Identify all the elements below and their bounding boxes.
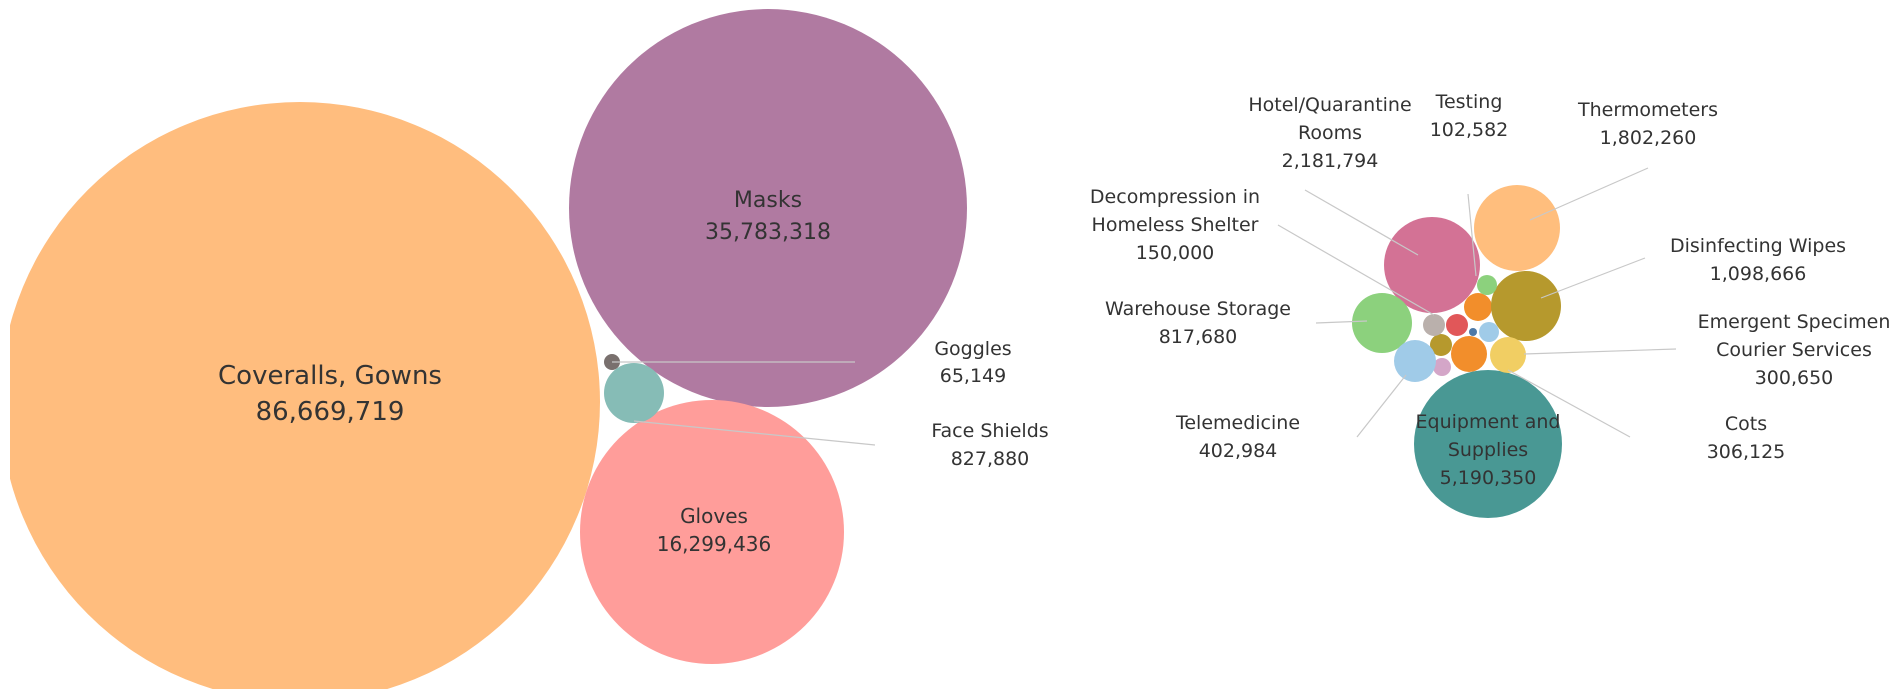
leader-cots bbox=[1507, 369, 1631, 438]
label-emergent-specimen-courier-services: Emergent Specimen Courier Services 300,650 bbox=[1698, 311, 1891, 389]
bubble-unlabeled[interactable] bbox=[1446, 314, 1468, 336]
bubble-unlabeled[interactable] bbox=[1430, 334, 1452, 356]
bubble-cots[interactable] bbox=[1490, 337, 1526, 373]
leader-face-shields bbox=[633, 420, 876, 446]
label-warehouse-storage: Warehouse Storage 817,680 bbox=[1105, 298, 1291, 348]
label-decompression-in-homeless-shelter: Decompression in Homeless Shelter 150,000 bbox=[1090, 186, 1260, 264]
bubble-thermometers[interactable] bbox=[1474, 185, 1560, 271]
bubble-telemedicine[interactable] bbox=[1394, 340, 1436, 382]
leader-decompression-in-homeless-shelter bbox=[1277, 224, 1435, 316]
label-masks: Masks 35,783,318 bbox=[705, 188, 831, 245]
label-disinfecting-wipes: Disinfecting Wipes 1,098,666 bbox=[1670, 235, 1846, 285]
label-coveralls-gowns: Coveralls, Gowns 86,669,719 bbox=[218, 361, 442, 427]
bubble-equipment-and-supplies[interactable] bbox=[1414, 370, 1562, 518]
leader-emergent-specimen-courier-services bbox=[1523, 348, 1677, 355]
bubble-unlabeled[interactable] bbox=[1433, 358, 1451, 376]
leader-hotel-quarantine-rooms bbox=[1304, 189, 1419, 256]
bubble-testing[interactable] bbox=[1477, 275, 1497, 295]
label-face-shields: Face Shields 827,880 bbox=[931, 420, 1048, 470]
bubble-decompression-in-homeless-shelter[interactable] bbox=[1423, 314, 1445, 336]
bubble-disinfecting-wipes[interactable] bbox=[1491, 271, 1561, 341]
leader-testing bbox=[1467, 193, 1477, 277]
bubble-gloves[interactable] bbox=[580, 400, 844, 664]
bubble-face-shields[interactable] bbox=[604, 363, 664, 423]
label-testing: Testing 102,582 bbox=[1430, 91, 1509, 141]
label-cots: Cots 306,125 bbox=[1707, 413, 1786, 463]
label-thermometers: Thermometers 1,802,260 bbox=[1577, 99, 1718, 149]
label-hotel-quarantine-rooms: Hotel/Quarantine Rooms 2,181,794 bbox=[1248, 94, 1411, 172]
bubble-coveralls-gowns[interactable] bbox=[0, 102, 600, 689]
leader-telemedicine bbox=[1356, 374, 1407, 438]
bubble-unlabeled[interactable] bbox=[1479, 322, 1499, 342]
leader-disinfecting-wipes bbox=[1540, 257, 1646, 299]
bubble-warehouse-storage[interactable] bbox=[1352, 293, 1412, 353]
label-equipment-and-supplies: Equipment and Supplies 5,190,350 bbox=[1416, 411, 1561, 489]
bubble-emergent-specimen-courier-services[interactable] bbox=[1451, 336, 1487, 372]
label-goggles: Goggles 65,149 bbox=[934, 338, 1011, 387]
chart-other-bubbles: Equipment and Supplies 5,190,350 Hotel/Quar… bbox=[1090, 91, 1890, 518]
leader-warehouse-storage bbox=[1315, 320, 1368, 324]
bubble-unlabeled[interactable] bbox=[1464, 293, 1492, 321]
label-telemedicine: Telemedicine 402,984 bbox=[1175, 412, 1300, 462]
bubble-hotel-quarantine-rooms[interactable] bbox=[1384, 217, 1480, 313]
label-gloves: Gloves 16,299,436 bbox=[657, 504, 772, 556]
bubble-unlabeled[interactable] bbox=[1469, 328, 1477, 336]
leader-thermometers bbox=[1529, 167, 1649, 221]
bubble-masks[interactable] bbox=[569, 9, 967, 407]
chart-ppe-bubbles: Coveralls, Gowns 86,669,719 Masks 35,783,31… bbox=[0, 9, 1049, 689]
